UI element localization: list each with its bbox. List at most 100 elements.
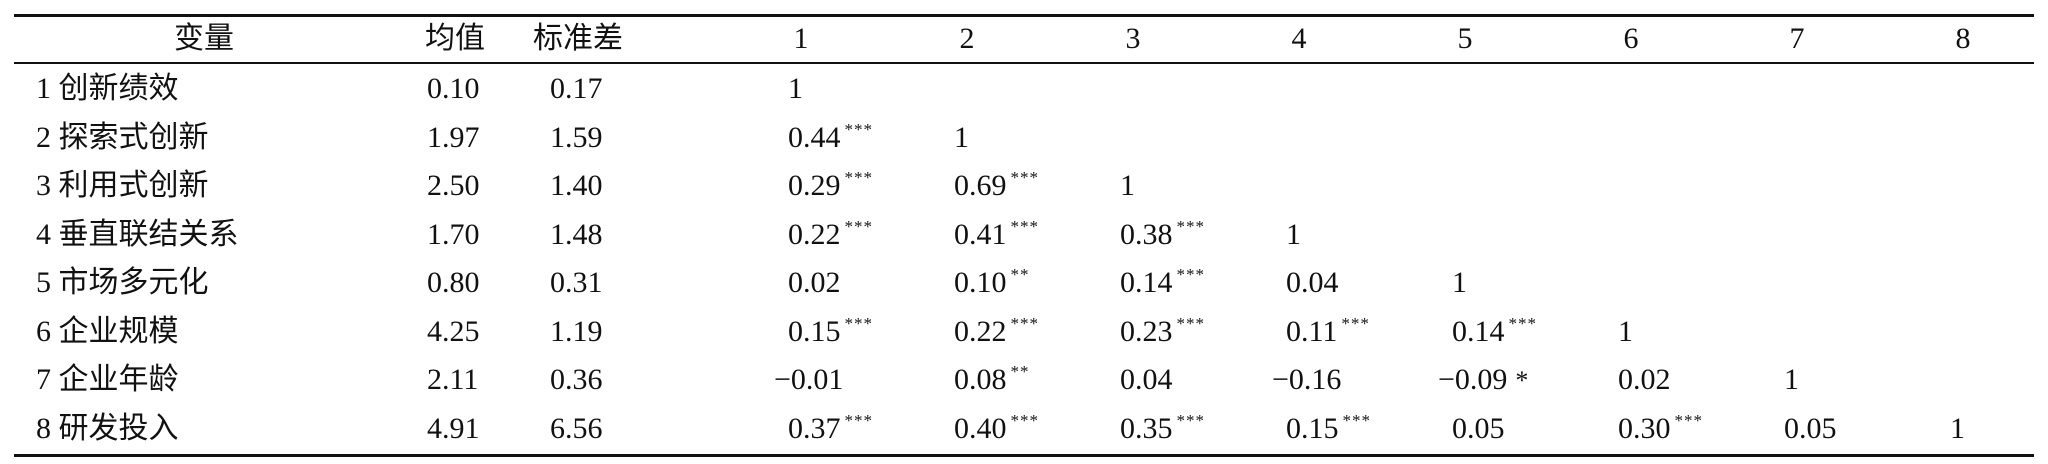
header-variable: 变量 xyxy=(174,22,234,55)
mean-value: 2.11 xyxy=(427,363,479,396)
correlation-cell: 0.38 *** xyxy=(1120,210,1205,260)
correlation-value: 1 xyxy=(1950,411,1965,445)
variable-name: 8 研发投入 xyxy=(36,411,179,445)
correlation-cell: 0.44 *** xyxy=(788,113,873,163)
mean-value: 4.91 xyxy=(427,411,480,445)
correlation-value: 0.11 xyxy=(1286,314,1338,348)
header-col-5: 5 xyxy=(1457,22,1473,55)
table-row: 2 探索式创新 1.97 1.59 0.44 *** 1 xyxy=(14,113,2034,163)
correlation-cell: 0.15 *** xyxy=(1286,404,1371,454)
significance-stars: *** xyxy=(1176,265,1205,284)
correlation-cell: 0.23 *** xyxy=(1120,307,1205,357)
correlation-value: 0.40 xyxy=(954,411,1007,445)
correlation-cell: 0.02 xyxy=(1618,355,1671,405)
correlation-cell: 0.05 xyxy=(1784,404,1837,454)
correlation-value: 0.22 xyxy=(788,217,841,251)
correlation-cell: 0.15 *** xyxy=(788,307,873,357)
variable-name: 2 探索式创新 xyxy=(36,120,209,154)
header-col-4: 4 xyxy=(1291,22,1307,55)
table-row: 6 企业规模 4.25 1.19 0.15 *** 0.22 *** 0.23 *** 0.11 *… xyxy=(14,307,2034,357)
significance-stars: *** xyxy=(1010,313,1039,333)
correlation-cell: 1 xyxy=(788,64,803,114)
correlation-cell: −0.09 * xyxy=(1438,355,1528,405)
correlation-cell: −0.16 xyxy=(1272,355,1341,405)
table-row: 3 利用式创新 2.50 1.40 0.29 *** 0.69 *** 1 xyxy=(14,161,2034,211)
significance-stars: *** xyxy=(1508,313,1537,333)
table-row: 1 创新绩效 0.10 0.17 1 xyxy=(14,64,2034,114)
variable-name: 4 垂直联结关系 xyxy=(36,217,239,251)
correlation-cell: 0.35 *** xyxy=(1120,404,1205,454)
mean-value: 1.70 xyxy=(427,217,480,251)
correlation-value: 0.14 xyxy=(1452,314,1505,348)
correlation-cell: 1 xyxy=(1784,355,1799,405)
table-row: 5 市场多元化 0.80 0.31 0.02 0.10 ** 0.14 *** 0.04 1 xyxy=(14,258,2034,308)
sd-value: 1.59 xyxy=(550,120,603,154)
sd-value: 1.48 xyxy=(550,217,603,251)
correlation-value: 0.69 xyxy=(954,169,1007,202)
correlation-cell: 0.14 *** xyxy=(1120,258,1205,308)
correlation-cell: 0.37 *** xyxy=(788,404,873,454)
correlation-value: 0.10 xyxy=(954,266,1007,299)
header-col-8: 8 xyxy=(1955,22,1971,55)
correlation-value: 0.35 xyxy=(1120,411,1173,445)
mean-value: 1.97 xyxy=(427,120,480,154)
mean-value: 0.10 xyxy=(427,72,480,105)
sd-value: 1.40 xyxy=(550,169,603,202)
correlation-cell: 0.30 *** xyxy=(1618,404,1703,454)
correlation-value: 0.08 xyxy=(954,363,1007,396)
correlation-cell: 0.14 *** xyxy=(1452,307,1537,357)
correlation-value: 1 xyxy=(1452,266,1467,299)
mean-value: 2.50 xyxy=(427,169,480,202)
header-mean: 均值 xyxy=(425,22,485,55)
correlation-value: 0.37 xyxy=(788,411,841,445)
correlation-cell: 0.05 xyxy=(1452,404,1505,454)
header-col-7: 7 xyxy=(1789,22,1805,55)
table-header-rule xyxy=(14,62,2034,64)
correlation-value: 0.15 xyxy=(1286,411,1339,445)
significance-stars: *** xyxy=(844,168,873,187)
correlation-cell: 0.04 xyxy=(1120,355,1173,405)
significance-stars: ** xyxy=(1010,265,1030,284)
header-col-2: 2 xyxy=(959,22,975,55)
correlation-cell: 1 xyxy=(1950,404,1965,454)
correlation-cell: 1 xyxy=(1120,161,1135,211)
correlation-value: −0.16 xyxy=(1272,363,1342,396)
significance-stars: * xyxy=(1515,366,1529,395)
correlation-value: 0.38 xyxy=(1120,217,1173,251)
variable-name: 6 企业规模 xyxy=(36,314,179,348)
correlation-value: 1 xyxy=(1120,169,1135,202)
correlation-cell: 1 xyxy=(1286,210,1301,260)
correlation-cell: 0.29 *** xyxy=(788,161,873,211)
correlation-value: 0.22 xyxy=(954,314,1007,348)
correlation-cell: 0.22 *** xyxy=(954,307,1039,357)
correlation-cell: 1 xyxy=(954,113,969,163)
mean-value: 4.25 xyxy=(427,314,480,348)
significance-stars: *** xyxy=(1674,410,1703,430)
correlation-cell: 1 xyxy=(1452,258,1467,308)
variable-name: 5 市场多元化 xyxy=(36,266,209,299)
sd-value: 6.56 xyxy=(550,411,603,445)
correlation-cell: 0.02 xyxy=(788,258,841,308)
significance-stars: *** xyxy=(844,216,873,236)
correlation-value: 0.02 xyxy=(788,266,841,299)
variable-name: 7 企业年龄 xyxy=(36,363,179,396)
correlation-value: 0.14 xyxy=(1120,266,1173,299)
correlation-value: 0.15 xyxy=(788,314,841,348)
correlation-cell: 0.69 *** xyxy=(954,161,1039,211)
header-col-3: 3 xyxy=(1125,22,1141,55)
sd-value: 0.36 xyxy=(550,363,603,396)
correlation-value: 0.29 xyxy=(788,169,841,202)
table-row: 7 企业年龄 2.11 0.36 −0.01 0.08 ** 0.04 −0.16 −0.09 *… xyxy=(14,355,2034,405)
significance-stars: ** xyxy=(1010,362,1030,381)
significance-stars: *** xyxy=(844,410,873,430)
table-row: 8 研发投入 4.91 6.56 0.37 *** 0.40 *** 0.35 *** 0.15 *… xyxy=(14,404,2034,454)
sd-value: 1.19 xyxy=(550,314,603,348)
correlation-value: 1 xyxy=(788,72,803,105)
correlation-cell: 0.04 xyxy=(1286,258,1339,308)
correlation-cell: 0.08 ** xyxy=(954,355,1030,405)
correlation-cell: 0.40 *** xyxy=(954,404,1039,454)
correlation-value: 0.02 xyxy=(1618,363,1671,396)
significance-stars: *** xyxy=(1342,410,1371,430)
correlation-cell: 0.41 *** xyxy=(954,210,1039,260)
mean-value: 0.80 xyxy=(427,266,480,299)
